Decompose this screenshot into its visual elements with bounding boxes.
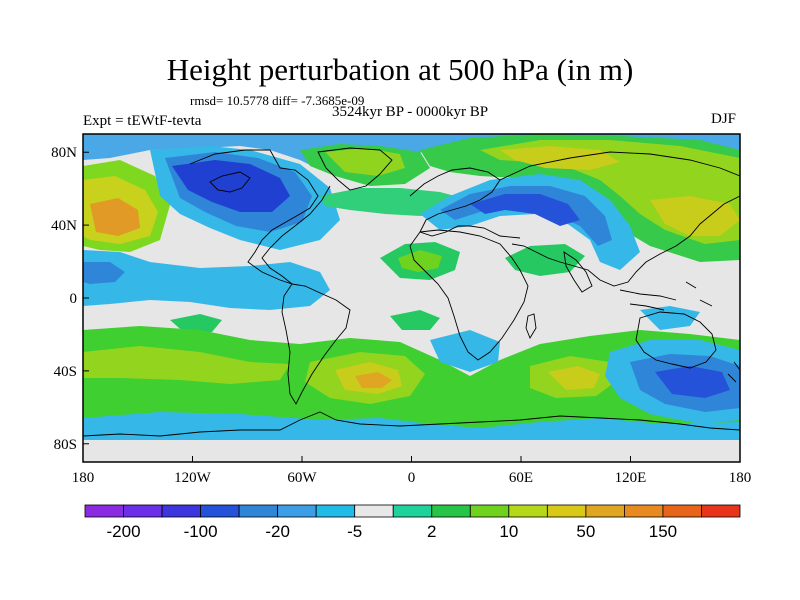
coast-europe xyxy=(409,167,521,239)
contour-south-lime-1 xyxy=(83,346,290,384)
x-tick-label: 180 xyxy=(729,470,752,486)
colorbar-swatch xyxy=(431,504,471,518)
contour-npacific-orange xyxy=(90,198,140,236)
colorbar-swatch xyxy=(508,504,548,518)
y-tick-label: 80S xyxy=(54,437,77,453)
colorbar-swatch xyxy=(277,504,317,518)
y-tick-label: 80N xyxy=(51,145,77,161)
coast-asia xyxy=(499,151,740,287)
contour-eurasia-yellow xyxy=(500,146,620,170)
coast-india xyxy=(563,251,593,293)
x-tick-label: 60W xyxy=(287,470,317,486)
x-tick-label: 180 xyxy=(72,470,95,486)
colorbar-swatch xyxy=(392,504,433,518)
contour-greenland-yellowgreen xyxy=(325,148,405,176)
coast-se-asia-islands xyxy=(619,281,713,311)
coast-greenland xyxy=(317,147,393,191)
colorbar-label: -5 xyxy=(347,522,362,541)
stats-line: rmsd= 10.5778 diff= -7.3685e-09 xyxy=(190,93,365,108)
y-tick-label: 0 xyxy=(70,291,78,307)
colorbar-label: 2 xyxy=(427,522,436,541)
y-tick-label: 40N xyxy=(51,218,77,234)
contour-australia-blue-dark xyxy=(655,366,730,398)
colorbar-label: -200 xyxy=(107,522,141,541)
x-tick-label: 120W xyxy=(174,470,212,486)
colorbar-swatch xyxy=(546,504,587,518)
plot-title: Height perturbation at 500 hPa (in m) xyxy=(166,52,634,87)
coast-antarctica xyxy=(83,411,740,437)
coast-south-america xyxy=(281,283,351,405)
contour-s-indian-blue-light xyxy=(430,330,500,372)
colorbar-swatch xyxy=(123,504,163,518)
colorbar-label: -100 xyxy=(184,522,218,541)
x-tick-label: 120E xyxy=(615,470,647,486)
coast-australia xyxy=(635,311,717,369)
contour-south-atlantic-orange xyxy=(355,372,392,388)
colorbar-swatch xyxy=(161,504,201,518)
colorbar-swatch xyxy=(354,504,394,518)
coast-madagascar xyxy=(525,313,537,340)
colorbar-swatch xyxy=(238,504,279,518)
x-tick-label: 0 xyxy=(408,470,416,486)
colorbar-swatch xyxy=(662,504,702,518)
contour-namerica-deep xyxy=(172,160,290,212)
colorbar-label: 150 xyxy=(649,522,677,541)
coast-north-america xyxy=(189,149,331,285)
contour-tropical-atlantic-core xyxy=(398,250,442,272)
contour-tropical-indian xyxy=(505,244,585,276)
period-label: 3524kyr BP - 0000kyr BP xyxy=(331,104,489,120)
colorbar-swatch xyxy=(624,504,664,518)
x-tick-label: 60E xyxy=(509,470,533,486)
experiment-label: Expt = tEWtF-tevta xyxy=(83,113,202,129)
colorbar-swatch xyxy=(701,504,741,518)
coast-africa xyxy=(409,229,529,361)
contour-south-indian-yellow xyxy=(548,366,600,390)
contour-eq-blue-3 xyxy=(640,306,700,330)
coastlines xyxy=(83,147,740,437)
colorbar: -200 -100 -20 -5 2 10 50 150 xyxy=(84,504,741,541)
colorbar-swatch xyxy=(315,504,356,518)
colorbar-label: -20 xyxy=(265,522,290,541)
colorbar-label: 50 xyxy=(576,522,595,541)
colorbar-swatch xyxy=(200,504,240,518)
contour-europe-dark xyxy=(470,194,580,226)
contour-eq-green-2 xyxy=(390,310,440,330)
contour-asia-yellow xyxy=(650,196,740,236)
map-axes: 180 120W 60W 0 60E 120E 180 80N 40N 0 40S 80S xyxy=(51,145,751,486)
colorbar-label: 10 xyxy=(499,522,518,541)
colorbar-swatch xyxy=(469,504,510,518)
season-label: DJF xyxy=(711,111,737,127)
coast-new-zealand xyxy=(727,361,740,383)
contour-tropical-pacific-mid xyxy=(83,262,125,284)
colorbar-swatch xyxy=(84,504,124,518)
y-tick-label: 40S xyxy=(54,364,77,380)
contour-antarctic-neutral xyxy=(83,440,740,462)
colorbar-swatch xyxy=(585,504,625,518)
contour-tropical-pacific-blue xyxy=(83,250,330,310)
